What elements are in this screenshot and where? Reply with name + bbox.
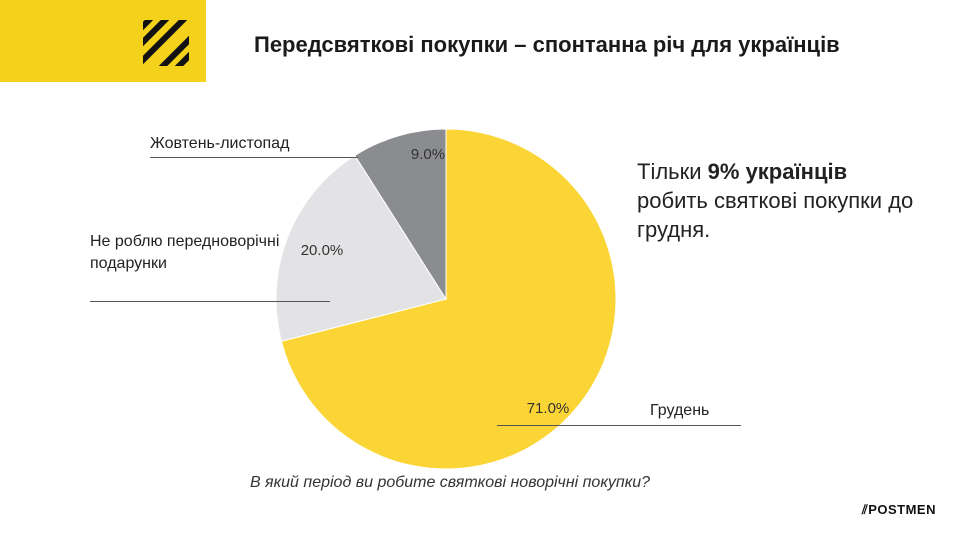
- leader-oct-nov: [150, 157, 358, 158]
- label-oct-nov: Жовтень-листопад: [150, 135, 290, 152]
- slice-none: [275, 154, 447, 342]
- slice-oct-nov-value: 9.0%: [411, 146, 445, 163]
- slice-none-value: 20.0%: [301, 242, 344, 259]
- leader-december: [497, 425, 741, 426]
- label-none: Не роблю передноворічні подарунки: [90, 233, 280, 272]
- logo-box: [0, 0, 206, 82]
- callout-text: Тільки 9% українців робить святкові поку…: [637, 157, 960, 244]
- slice-oct-nov: [354, 128, 447, 301]
- survey-question: В який період ви робите святкові новоріч…: [249, 474, 651, 491]
- logo-stripes-icon: [143, 20, 189, 66]
- leader-none: [90, 301, 330, 302]
- callout-bold: 9% українців: [707, 159, 848, 184]
- slice-december-value: 71.0%: [527, 400, 570, 417]
- page-title: Передсвяткові покупки – спонтанна річ дл…: [254, 32, 840, 57]
- slice-december: [280, 128, 617, 470]
- brand-logo: ⫽POSTMEN: [861, 502, 936, 517]
- callout-pre: Тільки: [637, 159, 708, 184]
- callout-post: робить святкові покупки до грудня.: [637, 188, 914, 242]
- label-december: Грудень: [650, 402, 710, 419]
